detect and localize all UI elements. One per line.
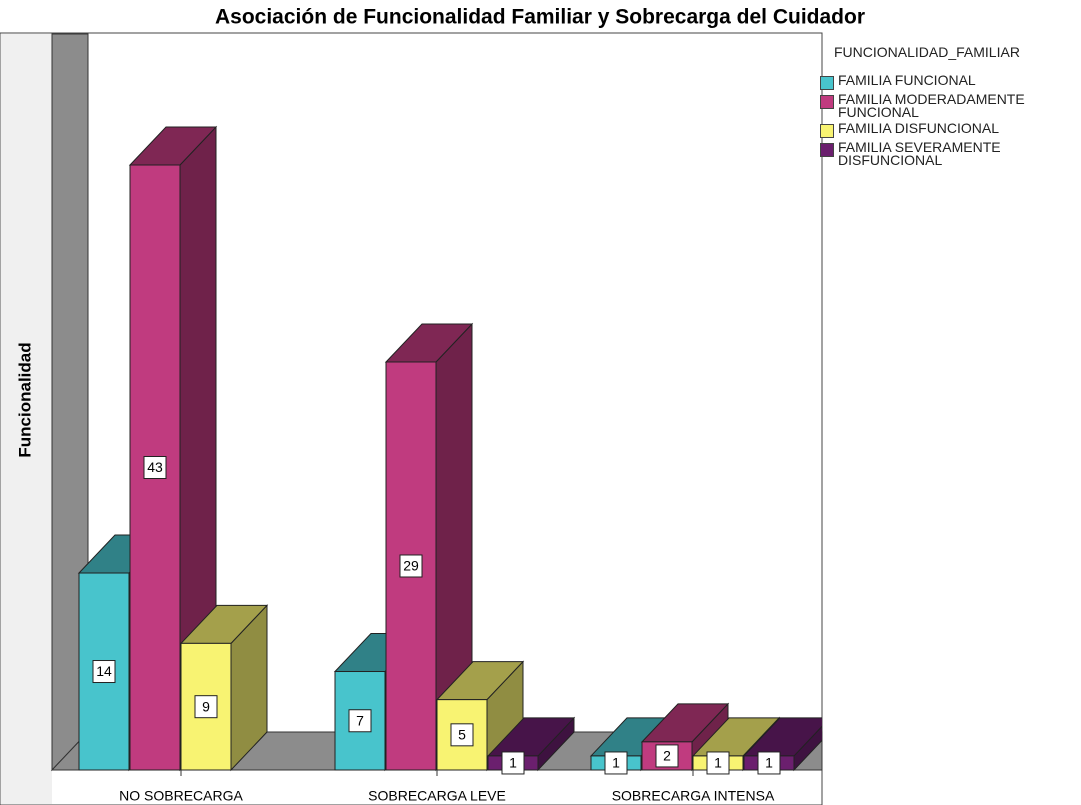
legend-swatch <box>820 76 834 90</box>
legend-title: FUNCIONALIDAD_FAMILIAR <box>834 44 1020 60</box>
legend-label: FAMILIA SEVERAMENTE DISFUNCIONAL <box>838 139 1001 168</box>
data-label: 7 <box>356 712 364 728</box>
legend-item: FAMILIA FUNCIONAL <box>820 72 1080 90</box>
data-label: 2 <box>663 748 671 764</box>
data-label-box <box>450 723 474 747</box>
data-label: 29 <box>403 558 419 574</box>
legend-swatch <box>820 124 834 138</box>
data-label-box <box>348 709 372 733</box>
x-tick-label: SOBRECARGA INTENSA <box>612 788 775 804</box>
bar <box>180 642 232 771</box>
data-label: 1 <box>714 755 722 771</box>
data-label-box <box>399 554 423 578</box>
data-label-box <box>604 751 628 775</box>
data-label-box <box>143 456 167 479</box>
data-label-box <box>706 751 730 775</box>
data-label: 1 <box>612 755 620 771</box>
legend-item: FAMILIA MODERADAMENTE FUNCIONAL <box>820 91 1080 120</box>
left-panel <box>1 34 52 804</box>
y-axis-label: Funcionalidad <box>15 342 34 457</box>
x-tick-label: NO SOBRECARGA <box>119 788 243 804</box>
legend-label: FAMILIA MODERADAMENTE FUNCIONAL <box>838 91 1025 120</box>
data-label: 14 <box>96 663 112 679</box>
legend-swatch <box>820 143 834 157</box>
data-label-box <box>501 751 525 775</box>
legend-item: FAMILIA DISFUNCIONAL <box>820 120 1080 138</box>
data-label-box <box>194 695 218 719</box>
chart-title: Asociación de Funcionalidad Familiar y S… <box>215 6 865 29</box>
data-label: 1 <box>765 755 773 771</box>
data-label: 43 <box>147 459 163 475</box>
legend-label: FAMILIA FUNCIONAL <box>838 72 976 88</box>
data-label: 9 <box>202 698 210 714</box>
x-tick-label: SOBRECARGA LEVE <box>368 788 506 804</box>
legend-swatch <box>820 95 834 109</box>
data-label: 5 <box>458 727 466 743</box>
legend-item: FAMILIA SEVERAMENTE DISFUNCIONAL <box>820 139 1080 168</box>
legend: FUNCIONALIDAD_FAMILIAR FAMILIA FUNCIONAL… <box>820 44 1080 170</box>
legend-label: FAMILIA DISFUNCIONAL <box>838 120 1000 136</box>
data-label-box <box>92 660 116 684</box>
data-label-box <box>655 744 679 768</box>
data-label-box <box>757 751 781 775</box>
data-label: 1 <box>509 755 517 771</box>
